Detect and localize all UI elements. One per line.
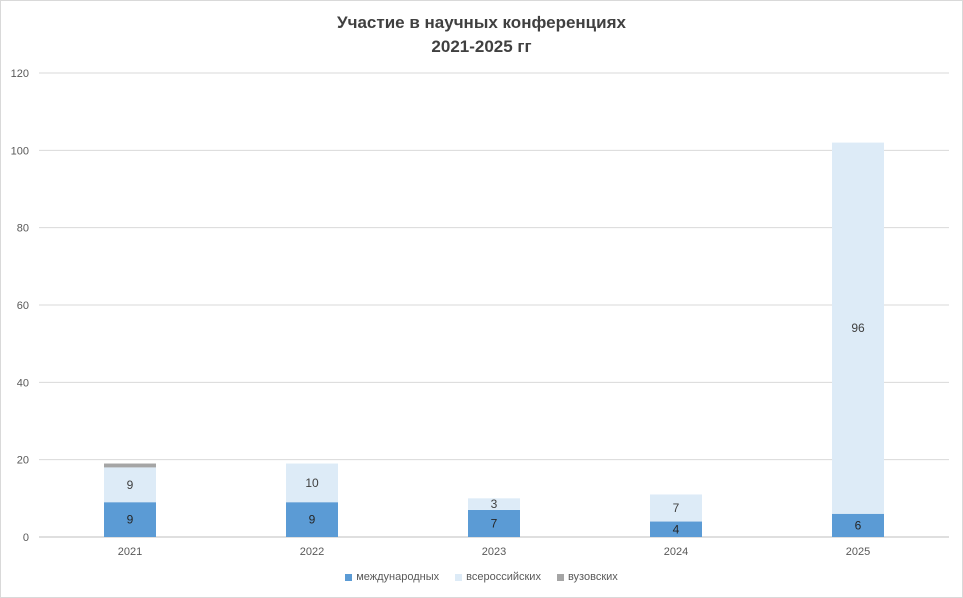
bar-segment: [286, 463, 338, 503]
bar-segment: [104, 502, 156, 537]
y-tick-label: 20: [17, 455, 29, 467]
legend-swatch: [345, 573, 353, 581]
bar-segment: [832, 513, 884, 537]
legend: международных всероссийских вузовских: [1, 571, 962, 583]
y-tick-label: 40: [17, 377, 29, 389]
data-label: 10: [305, 476, 319, 490]
x-tick-label: 2021: [118, 546, 142, 558]
bar-segment: [286, 502, 338, 537]
bar-segment: [468, 509, 520, 537]
legend-swatch: [556, 573, 564, 581]
data-label: 9: [127, 478, 134, 492]
bar-segment: [650, 494, 702, 522]
data-label: 4: [673, 522, 680, 536]
legend-label: всероссийских: [466, 571, 541, 583]
data-label: 6: [855, 518, 862, 532]
legend-label: международных: [356, 571, 440, 583]
bar-segment: [650, 521, 702, 537]
data-label: 3: [491, 497, 498, 511]
bar-segment: [104, 463, 156, 468]
legend-item-international: международных: [345, 571, 439, 583]
bar-segment: [104, 467, 156, 503]
legend-item-university: вузовских: [556, 571, 618, 583]
x-tick-label: 2023: [482, 546, 506, 558]
x-tick-label: 2024: [664, 546, 688, 558]
chart-title: Участие в научных конференциях: [337, 13, 626, 32]
data-label: 96: [851, 321, 865, 335]
x-tick-label: 2025: [846, 546, 870, 558]
y-tick-label: 60: [17, 300, 29, 312]
y-tick-label: 100: [11, 145, 29, 157]
bar-segment: [832, 142, 884, 514]
data-label: 9: [309, 513, 316, 527]
y-tick-label: 0: [23, 532, 29, 544]
legend-swatch: [455, 573, 463, 581]
bar-segment: [468, 498, 520, 510]
legend-item-all-russian: всероссийских: [455, 571, 541, 583]
data-label: 9: [127, 513, 134, 527]
data-label: 7: [673, 501, 680, 515]
y-tick-label: 120: [11, 68, 29, 80]
y-tick-label: 80: [17, 223, 29, 235]
chart-subtitle: 2021-2025 гг: [431, 37, 532, 56]
legend-label: вузовских: [567, 571, 618, 583]
data-label: 7: [491, 516, 498, 530]
x-tick-label: 2022: [300, 546, 324, 558]
